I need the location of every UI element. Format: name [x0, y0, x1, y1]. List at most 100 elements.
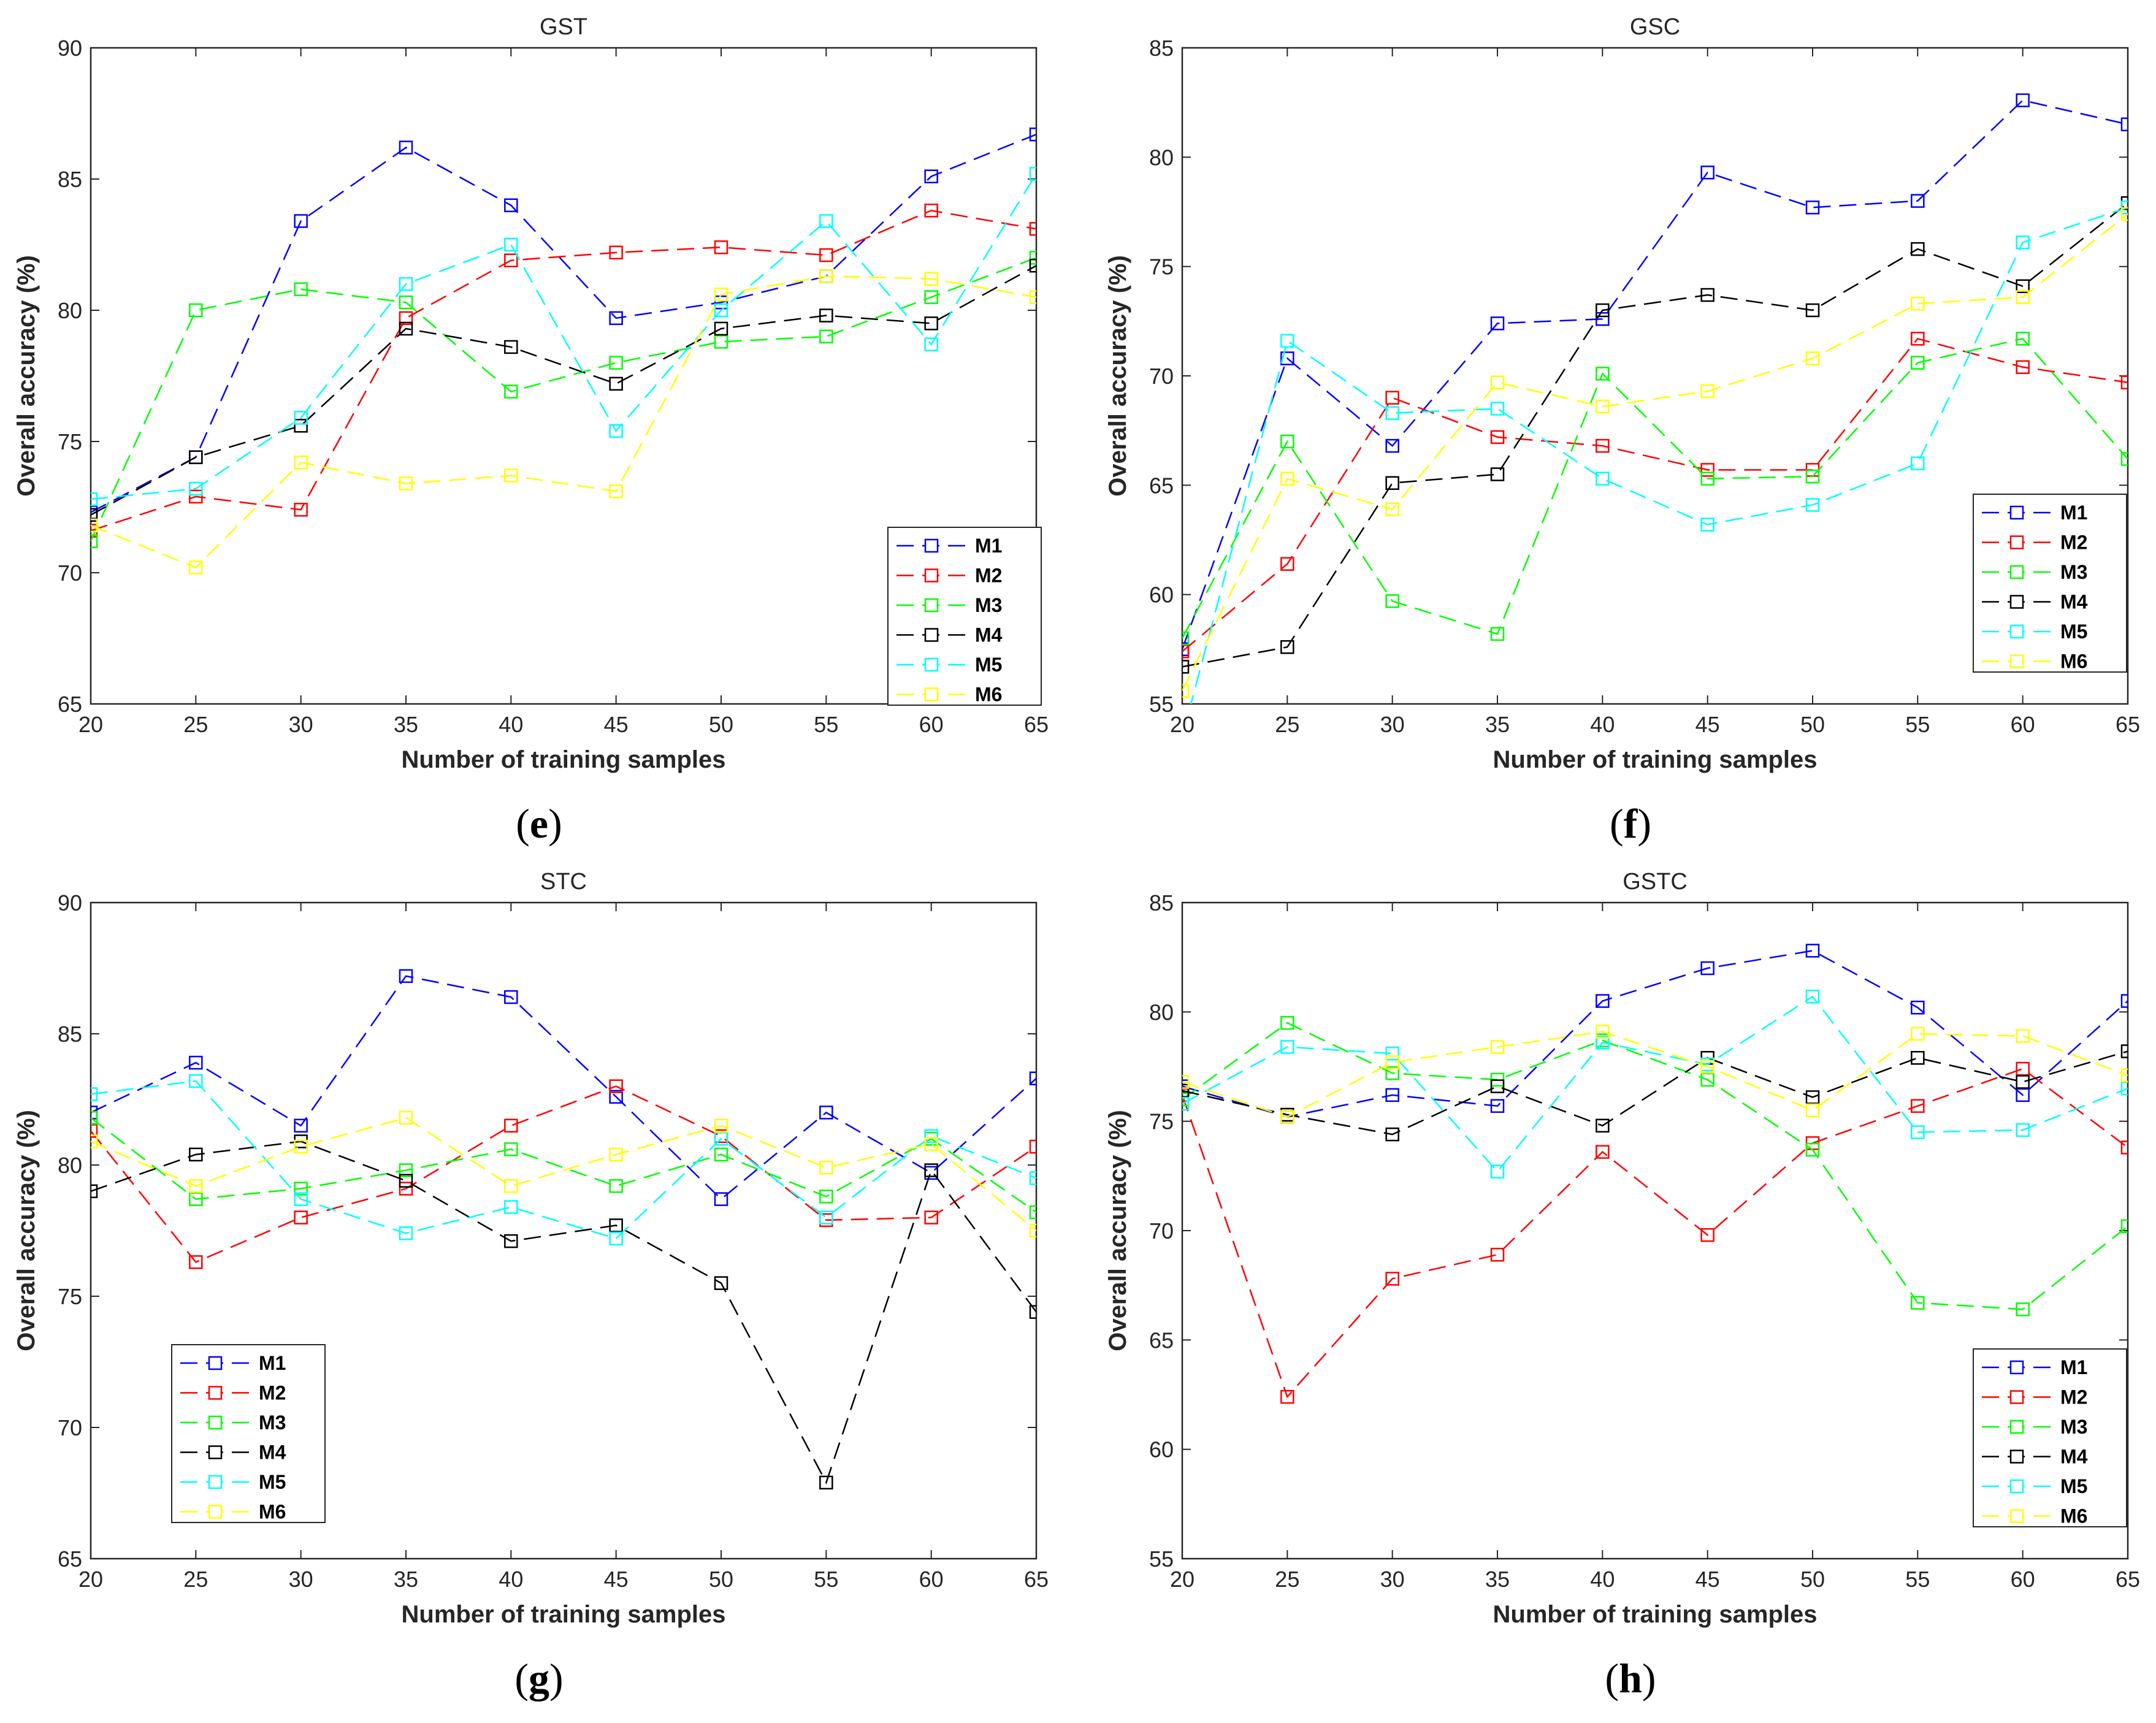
point-m6 [609, 1147, 623, 1162]
legend-box [1973, 1348, 2127, 1527]
point-m3 [2120, 1219, 2128, 1234]
plot-area [90, 47, 1038, 705]
legend-marker-m3 [2009, 1419, 2024, 1434]
legend-label-m1: M1 [2060, 502, 2087, 524]
legend: M1 M2 M3 M4 M5 M6 [1973, 1348, 2127, 1527]
point-m4 [2016, 279, 2030, 294]
point-m1 [399, 969, 413, 984]
point-m1 [1805, 944, 1820, 958]
point-m1 [1911, 194, 1925, 208]
point-m3 [2016, 1302, 2030, 1316]
legend: M1 M2 M3 M4 M5 M6 [1973, 494, 2127, 673]
point-m5 [819, 1210, 833, 1224]
x-tick-label: 30 [289, 712, 313, 737]
plot-area [1181, 901, 2129, 1560]
legend-marker-m6 [2009, 1509, 2024, 1523]
point-m1 [2120, 994, 2128, 1008]
chart-title: STC [540, 869, 587, 895]
legend-marker-m6 [924, 687, 939, 701]
point-m2 [504, 1118, 518, 1133]
legend-label-m6: M6 [2060, 1505, 2087, 1527]
point-m2 [609, 245, 623, 260]
point-m3 [1029, 1205, 1036, 1220]
series-line-m6 [1182, 213, 2128, 692]
point-m6 [91, 518, 98, 533]
point-m5 [399, 277, 413, 291]
point-m2 [189, 1255, 203, 1269]
point-m2 [1280, 557, 1294, 571]
point-m2 [1596, 1145, 1610, 1159]
point-m4 [1490, 467, 1505, 481]
y-tick-label: 80 [58, 298, 82, 323]
point-m1 [1029, 127, 1036, 142]
point-m6 [924, 1137, 938, 1152]
point-m4 [1805, 303, 1820, 318]
point-m4 [924, 316, 938, 330]
legend-label-m4: M4 [2060, 1446, 2088, 1468]
x-tick-label: 30 [1380, 712, 1405, 737]
x-tick-label: 60 [919, 712, 944, 737]
series-line-m4 [1182, 1050, 2128, 1136]
legend-marker-m2 [2009, 1390, 2024, 1404]
point-m2 [1700, 1228, 1714, 1242]
x-tick-label: 40 [1590, 712, 1615, 737]
point-m6 [924, 272, 938, 286]
point-m5 [714, 1131, 728, 1146]
y-tick-label: 75 [1149, 1109, 1174, 1134]
series-line-m5 [91, 173, 1036, 500]
point-m2 [294, 1210, 308, 1224]
legend-label-m6: M6 [2060, 651, 2087, 673]
point-m5 [504, 1200, 518, 1214]
y-tick-label: 70 [58, 1415, 82, 1440]
point-m3 [714, 1147, 728, 1162]
point-m4 [819, 308, 833, 323]
point-m4 [1911, 242, 1925, 256]
y-tick-label: 70 [1149, 1218, 1174, 1244]
legend-label-m5: M5 [2060, 1475, 2087, 1497]
point-m1 [609, 1090, 623, 1104]
point-m3 [924, 290, 938, 304]
point-m1 [1385, 1088, 1399, 1102]
legend-label-m4: M4 [259, 1442, 286, 1464]
x-tick-label: 65 [1024, 1567, 1049, 1592]
legend-marker-m1 [2009, 1360, 2024, 1375]
legend-label-m3: M3 [259, 1412, 286, 1434]
x-tick-label: 20 [1170, 712, 1195, 737]
point-m4 [2120, 1044, 2128, 1058]
x-tick-label: 60 [2011, 712, 2035, 737]
x-axis-label: Number of training samples [1493, 746, 1818, 773]
chart-gstc: 20 25 30 35 40 45 50 55 60 65 55 60 65 70 75 80 85 GSTC Nu… [1104, 869, 2140, 1702]
x-tick-label: 50 [1800, 1567, 1825, 1592]
legend-label-m1: M1 [259, 1352, 286, 1374]
legend-box [887, 527, 1042, 706]
legend-label-m1: M1 [975, 535, 1002, 557]
point-m5 [399, 1226, 413, 1240]
point-m6 [1182, 1075, 1190, 1089]
panel-caption: (e) [516, 800, 562, 847]
point-m5 [1029, 1171, 1036, 1185]
chart-stc: 20 25 30 35 40 45 50 55 60 65 65 70 75 80 85 90 STC Numbe… [13, 869, 1049, 1702]
point-m5 [924, 1129, 938, 1144]
point-m1 [1490, 316, 1505, 330]
point-m4 [1596, 1118, 1610, 1133]
y-tick-label: 75 [58, 429, 82, 454]
point-m4 [1029, 1305, 1036, 1319]
point-m1 [1385, 438, 1399, 453]
point-m5 [1596, 472, 1610, 486]
point-m3 [714, 335, 728, 349]
panel-caption: (f) [1610, 800, 1651, 847]
point-m2 [399, 311, 413, 326]
point-m6 [294, 1139, 308, 1154]
point-m6 [1280, 472, 1294, 486]
legend-label-m4: M4 [2060, 591, 2088, 613]
point-m5 [1280, 1040, 1294, 1054]
point-m1 [924, 169, 938, 183]
point-m6 [1805, 351, 1820, 365]
point-m6 [1029, 290, 1036, 304]
point-m6 [1490, 1040, 1505, 1054]
point-m3 [504, 384, 518, 399]
y-tick-label: 55 [1149, 692, 1174, 717]
legend-label-m5: M5 [2060, 621, 2087, 643]
y-axis-label: Overall accuracy (%) [13, 1110, 40, 1351]
series-line-m1 [91, 134, 1036, 513]
